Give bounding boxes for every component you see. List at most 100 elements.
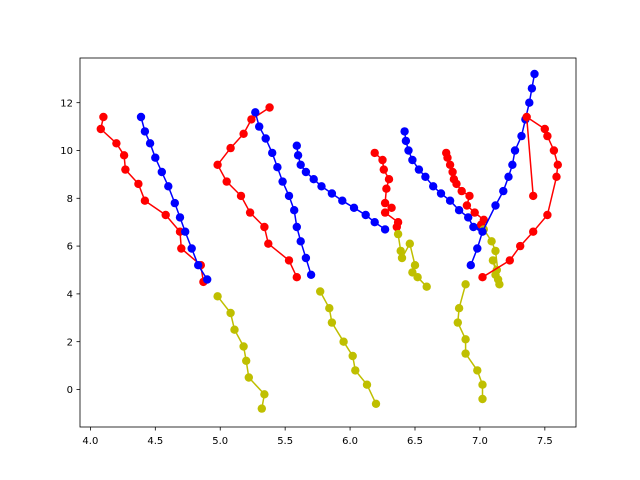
series-7-point-7 [380,208,390,217]
series-layer [96,69,562,413]
series-4-point-10 [301,253,311,263]
series-6-point-7 [338,196,347,205]
series-13-point-5 [504,172,513,181]
series-14-point-3 [529,227,538,236]
series-11-point-5 [473,366,482,375]
series-3-point-11 [292,273,301,282]
series-9-point-6 [429,182,438,191]
series-8-point-7 [422,282,431,291]
series-3-point-4 [213,160,222,169]
series-13-point-2 [478,227,487,236]
series-0 [96,112,208,287]
series-6-point-0 [292,141,301,150]
series-3-point-8 [260,222,269,232]
series-4-point-1 [255,122,264,131]
y-tick-label: 2 [67,337,73,348]
series-2 [213,292,269,413]
series-14-point-8 [543,131,552,141]
series-4-point-9 [296,237,305,246]
series-14-point-7 [549,146,559,155]
series-13-point-8 [517,131,526,141]
series-14-point-0 [478,273,487,282]
series-3-point-10 [284,256,294,265]
series-2-point-2 [230,325,239,334]
series-4-point-11 [306,270,316,279]
series-1-point-6 [170,198,179,208]
series-9-point-3 [408,155,417,165]
series-14-point-1 [505,256,514,265]
series-6-point-10 [370,218,379,227]
series-11 [453,280,487,404]
series-2-point-5 [244,373,253,382]
series-13-point-12 [530,69,539,79]
series-11-point-6 [478,380,487,389]
series-4-point-4 [273,163,282,172]
series-5-point-7 [371,399,381,408]
series-12-point-5 [488,256,498,265]
x-tick-label: 6.0 [342,436,358,447]
series-10-point-6 [457,186,466,196]
series-7-line [374,152,399,228]
series-2-point-4 [242,356,251,365]
series-1-point-5 [164,182,173,191]
series-8 [393,229,431,291]
series-1-point-4 [157,167,166,177]
series-14 [478,112,562,282]
series-10-point-3 [448,167,457,177]
series-10-point-7 [465,191,474,201]
series-0-point-4 [121,165,130,174]
series-9-point-8 [445,196,455,205]
series-14-point-2 [516,241,525,251]
series-10-point-2 [445,160,455,169]
series-2-point-0 [213,292,222,301]
series-11-point-2 [453,318,462,327]
series-2-point-3 [239,342,248,351]
axes-frame [79,57,577,428]
series-5-point-6 [362,380,372,389]
series-7-point-0 [370,148,379,158]
series-11-point-7 [478,394,487,404]
series-12-point-7 [491,270,500,279]
series-0-point-2 [112,139,121,148]
y-tick-label: 0 [67,385,73,396]
series-3-point-7 [245,208,255,217]
series-3 [213,103,301,282]
series-6-point-8 [349,203,359,212]
series-6 [292,141,390,234]
series-14-point-9 [540,124,549,134]
series-13-point-10 [525,98,534,107]
series-7-point-9 [392,222,401,232]
series-5-point-5 [351,366,360,375]
series-3-point-9 [264,239,273,248]
series-13-point-0 [466,261,475,270]
series-6-point-9 [361,210,370,220]
series-14-point-5 [552,172,561,181]
series-4-point-8 [292,222,301,232]
series-5-point-0 [316,287,325,296]
series-5-point-4 [348,351,357,361]
x-axis: 4.0 4.5 5.0 5.5 6.0 6.5 7.0 7.5 [82,427,553,447]
series-9-point-2 [404,146,413,155]
x-tick-label: 5.5 [277,436,293,447]
series-6-point-3 [301,167,311,177]
series-4-point-5 [278,177,287,186]
series-4-point-0 [251,108,260,117]
y-tick-label: 8 [67,194,73,205]
series-8-point-1 [396,246,405,256]
series-7-point-2 [379,165,388,174]
y-tick-label: 6 [67,242,73,253]
series-6-point-5 [317,182,326,191]
series-9-point-1 [401,136,411,146]
series-10-point-8 [462,201,472,210]
series-10-point-9 [470,208,479,217]
y-tick-label: 10 [60,146,73,157]
x-tick-label: 5.0 [212,436,228,447]
series-2-point-7 [257,404,266,413]
series-9-point-9 [454,206,464,215]
series-13-point-11 [527,84,537,93]
series-9-point-11 [469,222,478,232]
series-3-point-3 [226,143,235,153]
series-11-point-3 [461,335,470,344]
series-1-point-9 [187,244,196,253]
series-8-point-4 [410,261,420,270]
